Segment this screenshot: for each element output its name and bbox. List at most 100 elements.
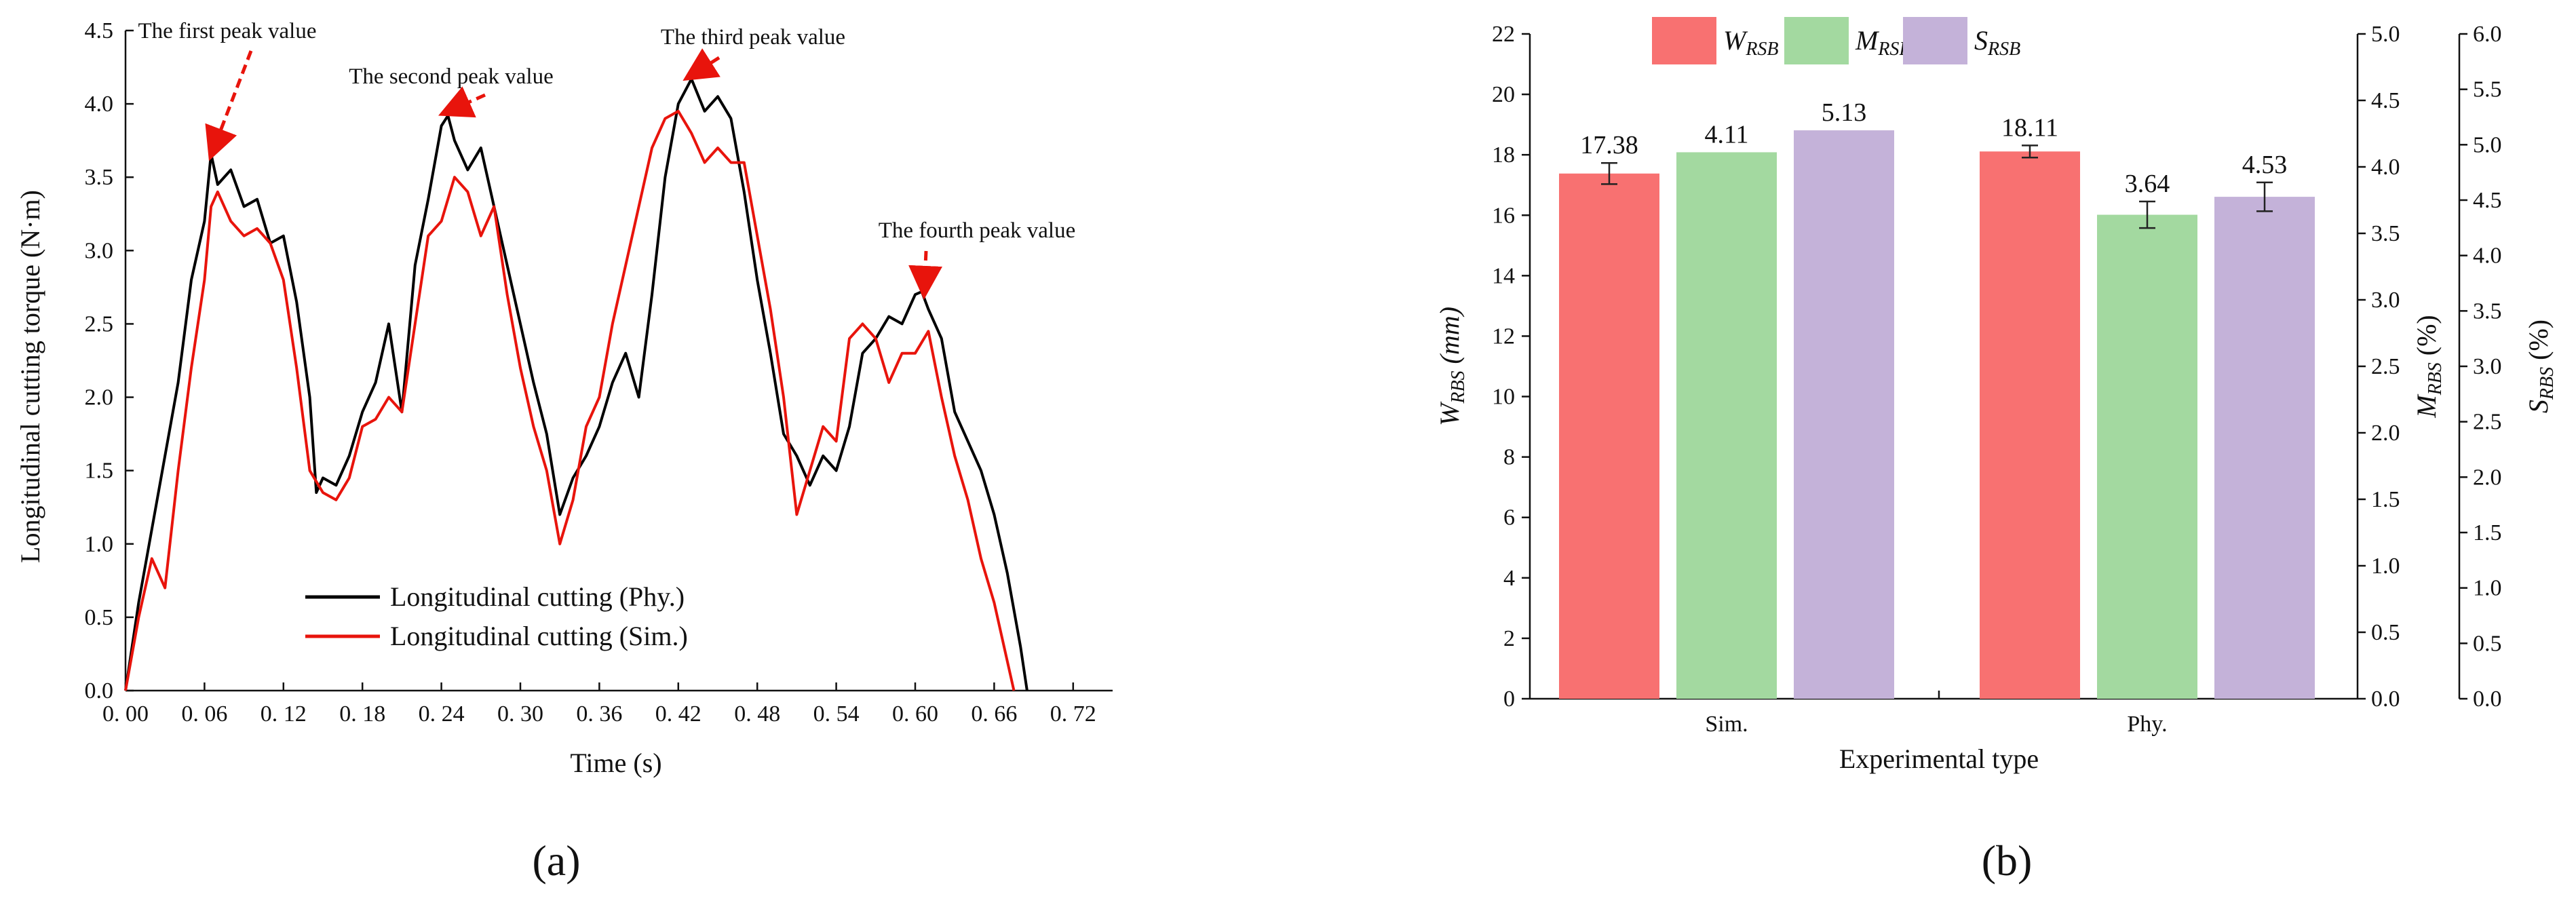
x-tick-label: 0. 48 <box>734 701 780 727</box>
right-y-tick-label: 4.0 <box>2473 244 2502 269</box>
left-y-tick-label: 4 <box>1503 566 1515 591</box>
x-tick-label: 0. 42 <box>655 701 701 727</box>
x-category-label: Sim. <box>1705 712 1748 737</box>
legend-label-sub: RSB <box>1987 39 2020 60</box>
mid-y-tick-label: 0.0 <box>2371 687 2400 712</box>
mid-y-tick-label: 1.0 <box>2371 554 2400 579</box>
bar-value-label: 3.64 <box>2125 170 2170 198</box>
chart-b-bars: 17.38 18.11 4.11 3.64 5.13 4.53 <box>1559 98 2315 699</box>
chart-a-legend: Longitudinal cutting (Phy.) Longitudinal … <box>305 581 688 651</box>
bar-chart-experimental: 0 2 4 6 8 10 12 14 16 18 20 22 0.0 0.5 1.0 1.5 2.0 2.5 3.0… <box>1434 17 2558 774</box>
legend-label: SRSB <box>1974 25 2020 60</box>
legend-label-sub: RSB <box>1745 39 1778 60</box>
peak-annotation-label: The first peak value <box>138 19 317 43</box>
mid-y-tick-label: 1.5 <box>2371 487 2400 512</box>
right-y-tick-label: 1.5 <box>2473 520 2502 545</box>
right-y-axis-label-main: S <box>2523 400 2554 413</box>
left-y-axis-label-main: W <box>1434 401 1465 426</box>
chart-a-x-tick-labels: 0. 00 0. 06 0. 12 0. 18 0. 24 0. 30 0. 36 0. 42… <box>102 701 1096 727</box>
chart-b-axes: 0 2 4 6 8 10 12 14 16 18 20 22 0.0 0.5 1.0 1.5 2.0 2.5 3.0… <box>1434 22 2558 737</box>
x-tick-label: 0. 72 <box>1050 701 1096 727</box>
peak-annotation-label: The fourth peak value <box>879 218 1075 243</box>
left-y-tick-label: 10 <box>1492 385 1515 410</box>
right-y-tick-label: 2.5 <box>2473 410 2502 435</box>
chart-a-series <box>124 77 1029 691</box>
y-tick-label: 4.0 <box>85 92 114 117</box>
peak-annotation-arrow <box>438 86 486 118</box>
chart-b-legend: WRSB MRSB SRSB <box>1652 17 2020 64</box>
peak-annotation-arrow <box>908 250 943 300</box>
y-tick-label: 1.0 <box>85 532 114 557</box>
x-tick-label: 0. 54 <box>813 701 860 727</box>
bar-value-label: 5.13 <box>1822 98 1867 127</box>
x-category-label: Phy. <box>2127 712 2167 737</box>
series-line-phy <box>124 77 1029 691</box>
y-tick-label: 2.0 <box>85 385 114 410</box>
right-y-axis-label-unit: (%) <box>2523 320 2554 367</box>
legend-swatch <box>1652 17 1716 64</box>
legend-label-main: S <box>1974 25 1988 56</box>
line-chart-torque: 0.00.51.01.52.02.53.03.54.04.5 0. 00 0. 0… <box>15 18 1113 778</box>
right-y-tick-label: 4.5 <box>2473 188 2502 213</box>
chart-b-x-axis-label: Experimental type <box>1839 744 2039 774</box>
legend-label-main: W <box>1723 25 1748 56</box>
mid-y-axis-label-unit: (%) <box>2411 315 2442 362</box>
y-tick-label: 1.5 <box>85 459 114 484</box>
bar-value-label: 4.11 <box>1704 120 1748 149</box>
panel-a-label: (a) <box>532 836 580 885</box>
mid-y-tick-label: 4.0 <box>2371 155 2400 180</box>
right-y-tick-label: 5.5 <box>2473 77 2502 102</box>
right-y-tick-label: 0.0 <box>2473 687 2502 712</box>
bar-w-sim <box>1559 173 1659 699</box>
y-tick-label: 0.0 <box>85 678 114 703</box>
right-y-axis-label-sub: RBS <box>2537 367 2558 400</box>
series-line-sim <box>124 109 1016 691</box>
right-y-tick-label: 3.0 <box>2473 354 2502 379</box>
mid-y-tick-label: 3.5 <box>2371 221 2400 246</box>
bar-value-label: 18.11 <box>2001 113 2058 142</box>
bar-value-label: 4.53 <box>2242 151 2288 179</box>
y-tick-label: 3.5 <box>85 165 114 190</box>
chart-a-annotations: The first peak value The second peak valu… <box>138 19 1075 300</box>
x-tick-label: 0. 24 <box>419 701 465 727</box>
left-y-tick-label: 8 <box>1503 445 1515 470</box>
left-y-tick-label: 18 <box>1492 142 1515 168</box>
mid-y-tick-label: 5.0 <box>2371 22 2400 47</box>
left-y-tick-label: 2 <box>1503 626 1515 651</box>
mid-y-tick-label: 0.5 <box>2371 620 2400 645</box>
mid-y-tick-label: 4.5 <box>2371 88 2400 113</box>
right-y-axis-label: SRBS (%) <box>2523 320 2558 413</box>
chart-a-x-axis-label: Time (s) <box>570 748 661 778</box>
legend-swatch <box>1784 17 1849 64</box>
right-y-tick-label: 3.5 <box>2473 298 2502 324</box>
bar-w-phy <box>1980 151 2080 699</box>
right-y-tick-label: 5.0 <box>2473 132 2502 157</box>
y-tick-label: 3.0 <box>85 238 114 263</box>
bar-s-sim <box>1794 130 1894 699</box>
mid-y-tick-label: 2.0 <box>2371 421 2400 446</box>
x-tick-label: 0. 60 <box>892 701 938 727</box>
y-tick-label: 2.5 <box>85 311 114 336</box>
mid-y-axis-label-main: M <box>2411 393 2442 419</box>
legend-label: Longitudinal cutting (Phy.) <box>390 581 685 612</box>
left-y-tick-label: 20 <box>1492 82 1515 107</box>
panel-b-label: (b) <box>1982 836 2033 885</box>
left-y-tick-label: 0 <box>1503 687 1515 712</box>
x-tick-label: 0. 06 <box>181 701 227 727</box>
mid-y-tick-label: 2.5 <box>2371 354 2400 379</box>
mid-y-axis-label: MRBS (%) <box>2411 315 2446 419</box>
mid-y-axis-label-sub: RBS <box>2425 362 2446 395</box>
left-y-tick-label: 6 <box>1503 505 1515 530</box>
left-y-axis-label: WRBS (mm) <box>1434 307 1469 426</box>
mid-y-tick-label: 3.0 <box>2371 288 2400 313</box>
peak-annotation-arrow <box>683 48 720 81</box>
peak-annotation-label: The third peak value <box>661 25 845 50</box>
left-y-tick-label: 14 <box>1492 263 1515 288</box>
x-tick-label: 0. 00 <box>102 701 149 727</box>
legend-label: Longitudinal cutting (Sim.) <box>390 621 688 651</box>
peak-annotation-label: The second peak value <box>349 64 553 89</box>
right-y-tick-label: 0.5 <box>2473 631 2502 656</box>
x-tick-label: 0. 18 <box>339 701 385 727</box>
bar-value-label: 17.38 <box>1580 131 1638 159</box>
